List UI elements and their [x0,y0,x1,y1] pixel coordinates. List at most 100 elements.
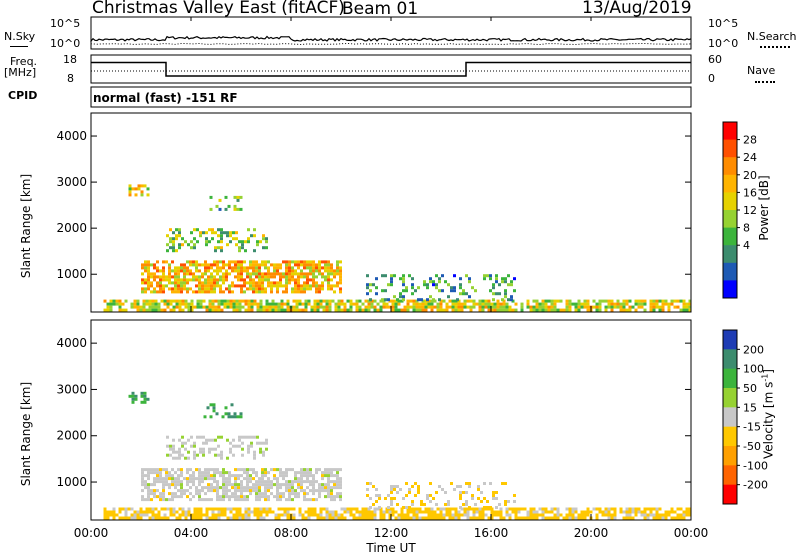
echo-cell [318,290,321,294]
echo-cell [424,510,428,514]
echo-cell [177,480,180,484]
echo-cell [267,483,270,487]
colorbar-swatch [723,280,737,299]
echo-cell [292,308,296,312]
echo-cell [103,513,107,517]
echo-cell [249,287,252,291]
echo-cell [306,281,309,285]
echo-cell [301,513,305,517]
echo-cell [315,498,318,502]
echo-cell [243,495,246,499]
echo-cell [304,516,308,520]
echo-cell [276,483,279,487]
echo-cell [586,513,590,517]
echo-cell [247,510,251,514]
echo-cell [273,263,276,267]
echo-cell [327,489,330,493]
echo-cell [349,308,353,312]
echo-cell [261,492,264,496]
echo-cell [640,299,644,303]
echo-cell [147,269,150,273]
echo-cell [141,272,144,276]
echo-cell [255,480,258,484]
echo-cell [208,305,212,309]
echo-cell [544,302,548,306]
echo-cell [282,284,285,288]
echo-cell [559,299,563,303]
echo-cell [241,441,244,445]
echo-cell [459,277,462,281]
echo-cell [372,485,375,488]
echo-cell [553,516,557,520]
echo-cell [309,260,312,264]
echo-cell [390,500,393,503]
noise-right-tick-bottom: 10^0 [708,37,739,50]
echo-cell [312,480,315,484]
date-label: 13/Aug/2019 [582,0,692,18]
echo-cell [207,263,210,267]
echo-cell [181,441,184,445]
echo-cell [375,488,378,491]
echo-cell [217,513,221,517]
echo-cell [402,497,405,500]
echo-cell [337,308,341,312]
echo-cell [538,305,542,309]
echo-cell [174,471,177,475]
echo-cell [327,260,330,264]
echo-cell [306,278,309,282]
echo-cell [514,516,518,520]
echo-cell [207,498,210,502]
echo-cell [628,507,632,511]
echo-cell [631,516,635,520]
echo-cell [415,507,419,511]
echo-cell [316,308,320,312]
echo-cell [685,507,689,511]
echo-cell [501,280,504,284]
velocity-echo-region [141,468,342,502]
echo-cell [134,187,138,191]
echo-cell [226,456,229,460]
echo-cell [411,286,414,290]
echo-cell [115,513,119,517]
echo-cell [340,299,344,303]
echo-cell [265,513,269,517]
echo-cell [622,516,626,520]
echo-cell [235,444,238,448]
power-echo-region [141,260,342,294]
echo-cell [159,477,162,481]
echo-cell [168,281,171,285]
echo-cell [288,483,291,487]
echo-cell [369,298,372,302]
echo-cell [369,283,372,287]
echo-cell [217,453,220,457]
echo-cell [147,483,150,487]
echo-cell [520,305,524,309]
colorbar-swatch [723,192,737,211]
echo-cell [211,447,214,451]
echo-cell [619,507,623,511]
echo-cell [157,510,161,514]
echo-cell [217,510,221,514]
echo-cell [427,513,431,517]
echo-cell [448,299,452,303]
velocity-echo-region [166,435,268,460]
echo-cell [115,299,119,303]
echo-cell [349,510,353,514]
echo-cell [250,299,254,303]
echo-cell [526,510,530,514]
echo-cell [550,510,554,514]
echo-cell [670,302,674,306]
echo-cell [595,308,599,312]
echo-cell [144,480,147,484]
echo-cell [153,290,156,294]
echo-cell [258,263,261,267]
echo-cell [229,234,232,238]
echo-cell [285,498,288,502]
echo-cell [151,299,155,303]
echo-cell [180,278,183,282]
echo-cell [541,302,545,306]
echo-cell [264,492,267,496]
echo-cell [198,498,201,502]
echo-cell [676,299,680,303]
echo-cell [408,506,411,509]
